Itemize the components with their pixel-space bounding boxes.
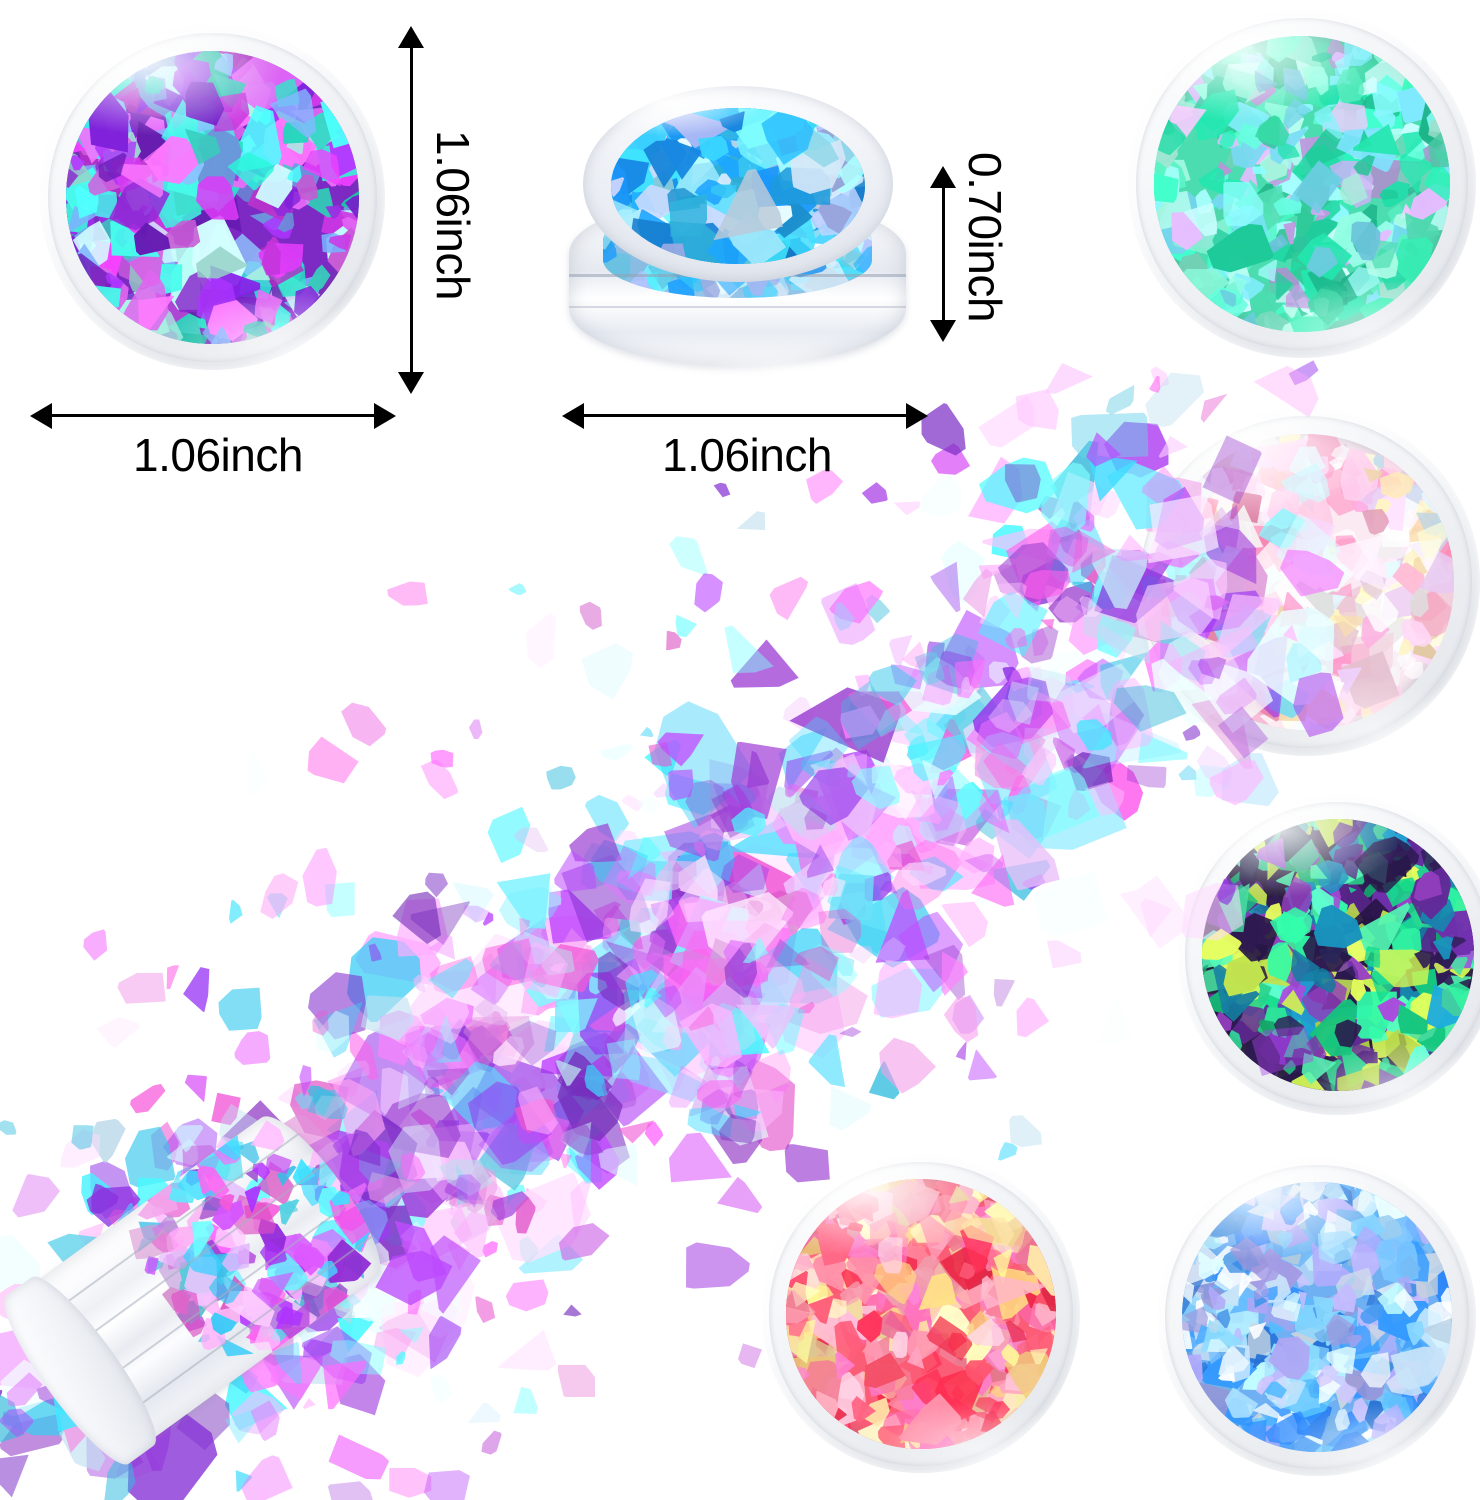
arrow-up-icon xyxy=(398,26,424,48)
dimension-line xyxy=(942,186,945,323)
jar-opening xyxy=(583,86,893,282)
jar-well xyxy=(1154,36,1450,332)
jar-blue-side[interactable] xyxy=(565,78,910,383)
dimension-line xyxy=(48,414,378,417)
flake-cluster xyxy=(66,51,359,344)
arrow-right-icon xyxy=(374,403,396,429)
spilled-flakes xyxy=(0,400,1250,1500)
dimension-label-jar1-width: 1.06inch xyxy=(133,429,303,481)
jar-mint-green[interactable] xyxy=(1128,10,1476,358)
arrow-left-icon xyxy=(562,403,584,429)
jar-thread-band-2 xyxy=(569,306,906,308)
flake-cluster xyxy=(611,108,865,264)
flake-cluster xyxy=(1154,36,1450,332)
arrow-down-icon xyxy=(398,372,424,394)
dimension-label-jar1-height: 1.06inch xyxy=(427,130,479,300)
jar-well xyxy=(65,50,360,345)
jar-purple-teal[interactable] xyxy=(40,25,385,370)
arrow-right-icon xyxy=(906,403,928,429)
arrow-left-icon xyxy=(30,403,52,429)
arrow-up-icon xyxy=(930,166,956,188)
dimension-label-jar2-width: 1.06inch xyxy=(662,429,832,481)
dimension-line xyxy=(580,414,910,417)
jar-opening-inner xyxy=(611,108,865,264)
arrow-down-icon xyxy=(930,320,956,342)
dimension-line xyxy=(410,45,413,375)
dimension-label-jar2-height: 0.70inch xyxy=(959,152,1011,322)
